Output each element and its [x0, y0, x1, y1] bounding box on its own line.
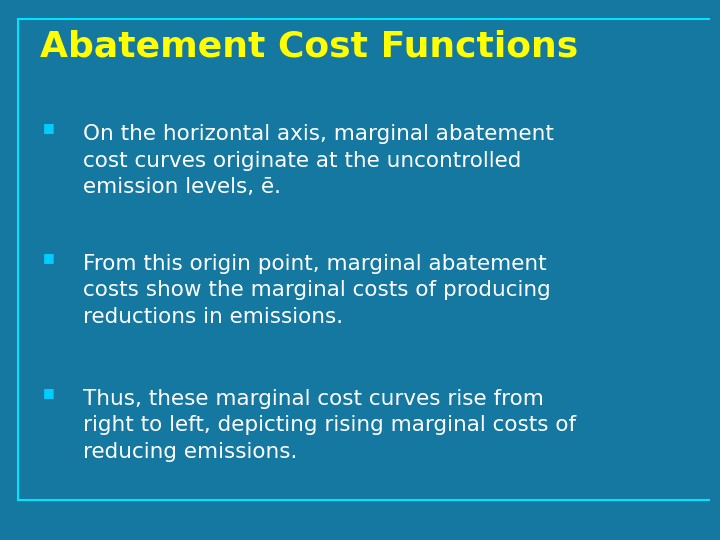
Text: ■: ■ [43, 386, 55, 399]
Text: Thus, these marginal cost curves rise from
right to left, depicting rising margi: Thus, these marginal cost curves rise fr… [83, 389, 576, 462]
Text: ■: ■ [43, 122, 55, 134]
Text: On the horizontal axis, marginal abatement
cost curves originate at the uncontro: On the horizontal axis, marginal abateme… [83, 124, 554, 197]
Text: Abatement Cost Functions: Abatement Cost Functions [40, 30, 578, 64]
Text: ■: ■ [43, 251, 55, 264]
Text: From this origin point, marginal abatement
costs show the marginal costs of prod: From this origin point, marginal abateme… [83, 254, 551, 327]
